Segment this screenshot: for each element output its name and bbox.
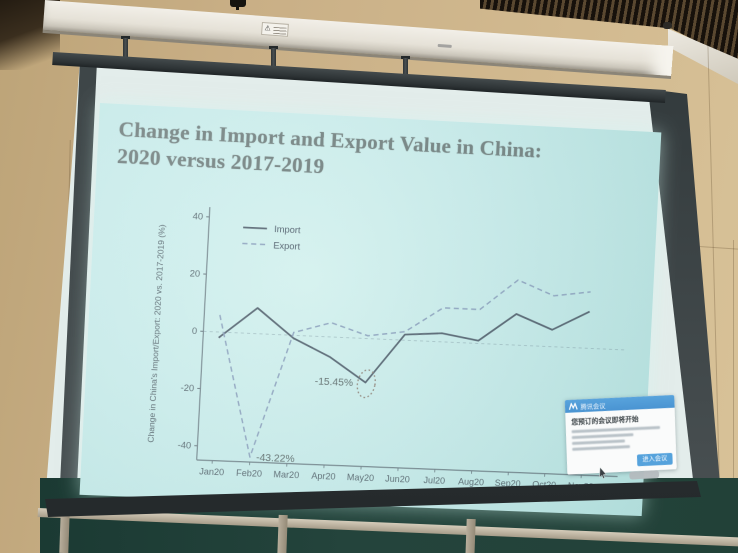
popup-headline: 您预订的会议即将开始 [571,416,639,427]
mount-bracket [401,56,410,59]
brand-label [437,43,452,48]
screen-hanger-rod [403,58,408,76]
chalkboard-frame-post [59,511,70,553]
svg-text:Sep20: Sep20 [495,478,521,489]
svg-text:-20: -20 [180,382,194,393]
svg-text:May20: May20 [347,472,375,483]
mount-bracket [269,46,278,49]
chalkboard-frame-post [277,514,288,553]
sticker-text-lines [273,26,287,35]
svg-text:Jul20: Jul20 [423,475,445,486]
svg-text:Import: Import [274,223,301,235]
popup-detail-line [571,433,634,440]
tencent-meeting-logo-icon [569,402,578,410]
svg-text:-43.22%: -43.22% [256,453,295,465]
svg-text:-40: -40 [177,439,191,450]
line-chart: 40 20 0 -20 -40 Jan20 Feb20 Mar20 Apr20 May20 Jun2… [146,190,635,492]
svg-text:Change in China's Import/Expor: Change in China's Import/Export: 2020 vs… [146,224,167,443]
wall-panel-seam [733,240,734,553]
chalkboard-frame-post [465,518,476,553]
svg-text:20: 20 [189,268,200,279]
slide-title: Change in Import and Export Value in Chi… [116,116,636,196]
svg-text:40: 40 [192,210,203,221]
svg-text:Export: Export [273,239,301,251]
popup-app-name: 腾讯会议 [580,402,606,411]
svg-text:-15.45%: -15.45% [314,377,353,389]
popup-detail-line [572,439,625,445]
ceiling-projector [230,0,246,7]
svg-text:Aug20: Aug20 [458,477,484,488]
projected-slide: Change in Import and Export Value in Chi… [79,103,677,517]
wall-camera [663,22,672,29]
svg-text:Apr20: Apr20 [311,471,336,482]
svg-text:Mar20: Mar20 [273,470,299,481]
join-meeting-button[interactable]: 进入会议 [636,452,673,467]
mount-bracket [121,36,130,39]
secondary-button-fragment[interactable] [629,470,660,480]
projector-mount [236,6,239,10]
svg-text:Feb20: Feb20 [236,468,262,479]
meeting-reminder-popup[interactable]: 腾讯会议 您预订的会议即将开始 进入会议 [564,394,677,475]
svg-text:0: 0 [192,325,198,336]
screen-hanger-rod [123,38,128,59]
popup-detail-line [571,425,661,434]
popup-detail-line [572,445,630,451]
svg-text:Oct20: Oct20 [532,480,556,491]
warning-sticker: ⚠ [261,21,289,37]
svg-text:Jun20: Jun20 [385,474,410,485]
warning-triangle-icon: ⚠ [264,25,272,33]
svg-text:Jan20: Jan20 [199,467,224,478]
mouse-cursor-icon [598,467,607,479]
screen-hanger-rod [271,48,276,68]
